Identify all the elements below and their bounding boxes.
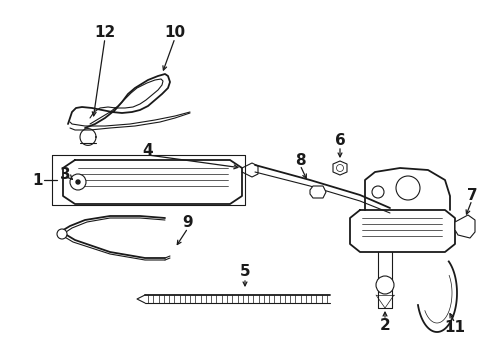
Polygon shape [455,215,475,238]
Text: 4: 4 [143,143,153,158]
Text: 5: 5 [240,265,250,279]
Polygon shape [333,161,347,175]
Text: 1: 1 [33,172,43,188]
Circle shape [372,186,384,198]
Circle shape [76,180,80,184]
Text: 3: 3 [60,166,70,181]
Circle shape [70,174,86,190]
Text: 10: 10 [165,24,186,40]
Text: 7: 7 [466,188,477,202]
Text: 6: 6 [335,132,345,148]
Circle shape [396,176,420,200]
Text: 8: 8 [294,153,305,167]
Text: 2: 2 [380,318,391,333]
Circle shape [57,229,67,239]
Text: 12: 12 [95,24,116,40]
Polygon shape [310,186,326,198]
Circle shape [376,276,394,294]
Text: 9: 9 [183,215,194,230]
Circle shape [337,165,343,171]
Text: 11: 11 [444,320,466,336]
